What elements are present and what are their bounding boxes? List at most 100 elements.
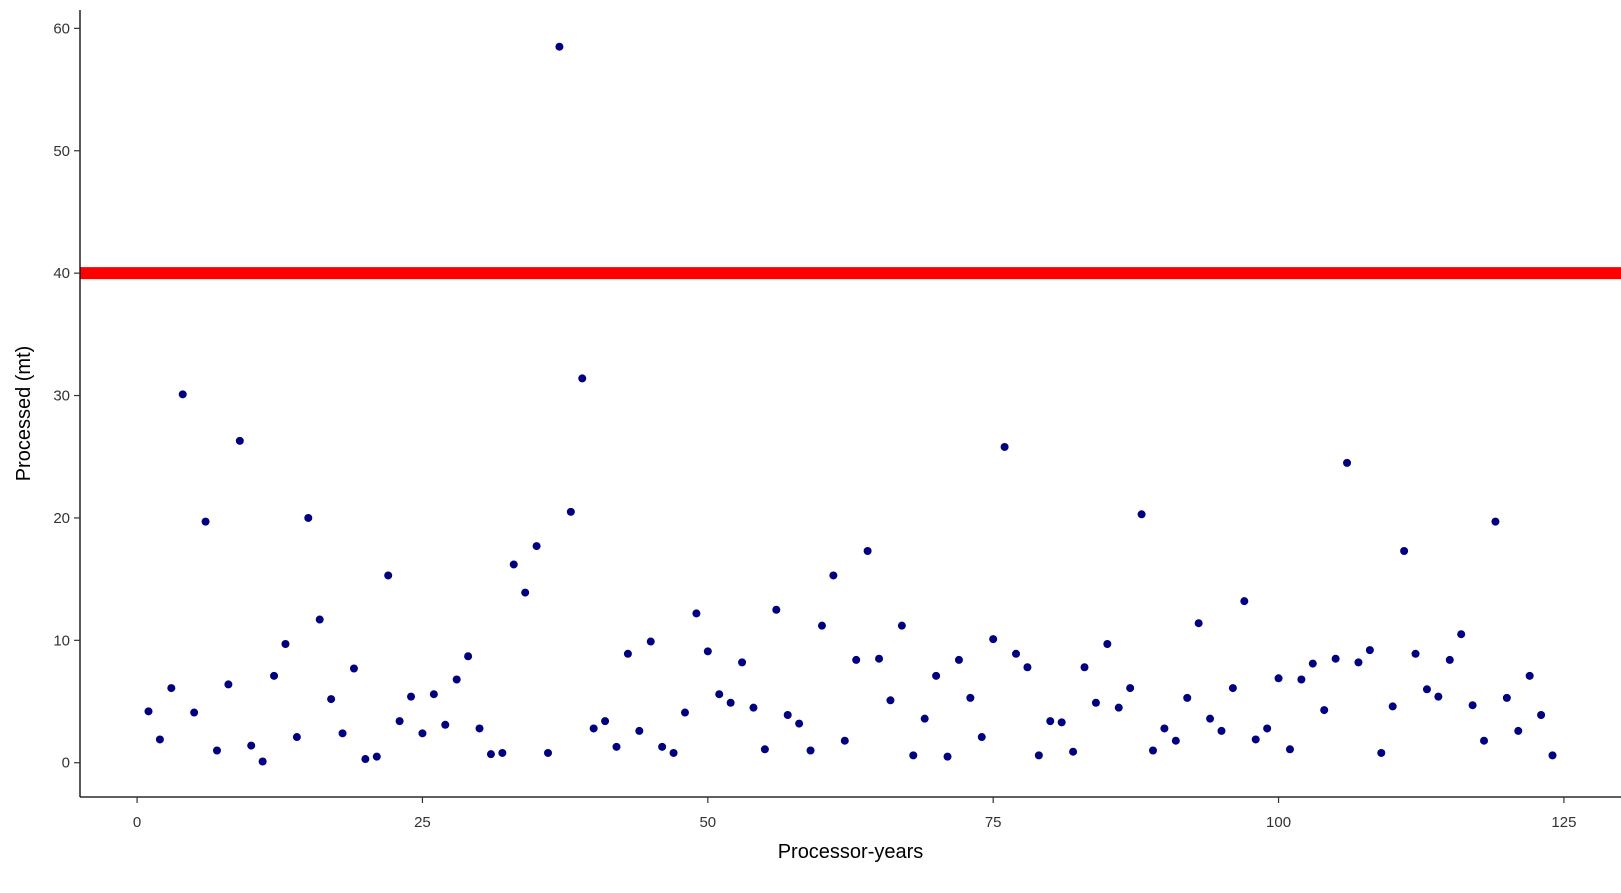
data-point — [1537, 710, 1546, 719]
data-point — [1525, 671, 1534, 680]
data-point — [920, 714, 929, 723]
data-point — [1263, 724, 1272, 733]
data-point — [1285, 745, 1294, 754]
data-point — [715, 690, 724, 699]
data-point — [1023, 663, 1032, 672]
data-point — [1422, 685, 1431, 694]
data-point — [441, 720, 450, 729]
data-point — [475, 724, 484, 733]
data-point — [418, 729, 427, 738]
data-point — [452, 675, 461, 684]
data-point — [692, 609, 701, 618]
data-point — [1000, 442, 1009, 451]
data-point — [1183, 693, 1192, 702]
data-point — [1320, 706, 1329, 715]
data-point — [623, 649, 632, 658]
x-tick-label: 75 — [985, 814, 1002, 831]
data-point — [1548, 751, 1557, 760]
data-point — [1411, 649, 1420, 658]
data-point — [1491, 517, 1500, 526]
data-point — [1137, 510, 1146, 519]
data-point — [144, 707, 153, 716]
data-point — [680, 708, 689, 717]
data-point — [658, 742, 667, 751]
data-point — [1502, 693, 1511, 702]
data-point — [738, 658, 747, 667]
y-tick-label: 30 — [53, 388, 70, 405]
data-point — [817, 621, 826, 630]
data-point — [155, 735, 164, 744]
x-tick-label: 50 — [699, 814, 716, 831]
y-tick-label: 0 — [62, 755, 70, 772]
data-point — [646, 637, 655, 646]
data-point — [1514, 726, 1523, 735]
data-point — [726, 698, 735, 707]
data-point — [1148, 746, 1157, 755]
data-point — [509, 560, 518, 569]
data-point — [932, 671, 941, 680]
data-point — [852, 655, 861, 664]
x-axis-title: Processor-years — [778, 841, 924, 863]
data-point — [281, 640, 290, 649]
data-point — [1091, 698, 1100, 707]
data-point — [212, 746, 221, 755]
data-point — [829, 571, 838, 580]
data-point — [840, 736, 849, 745]
data-point — [1445, 655, 1454, 664]
data-point — [795, 719, 804, 728]
data-point — [989, 635, 998, 644]
data-point — [669, 748, 678, 757]
data-point — [1057, 718, 1066, 727]
data-point — [521, 588, 530, 597]
data-point — [635, 726, 644, 735]
data-point — [1377, 748, 1386, 757]
data-point — [1114, 703, 1123, 712]
data-point — [1457, 630, 1466, 639]
data-point — [749, 703, 758, 712]
data-point — [1331, 654, 1340, 663]
data-point — [1354, 658, 1363, 667]
data-point — [190, 708, 199, 717]
y-tick-label: 50 — [53, 143, 70, 160]
x-tick-label: 125 — [1551, 814, 1576, 831]
data-point — [1297, 675, 1306, 684]
data-point — [235, 436, 244, 445]
y-tick-label: 60 — [53, 20, 70, 37]
data-point — [1217, 726, 1226, 735]
data-point — [1308, 659, 1317, 668]
data-point — [349, 664, 358, 673]
data-point — [875, 654, 884, 663]
data-point — [315, 615, 324, 624]
data-point — [486, 750, 495, 759]
data-point — [943, 752, 952, 761]
data-point — [292, 733, 301, 742]
y-tick-label: 10 — [53, 632, 70, 649]
data-point — [954, 655, 963, 664]
data-point — [1274, 674, 1283, 683]
data-point — [1400, 546, 1409, 555]
data-point — [407, 692, 416, 701]
x-tick-label: 25 — [414, 814, 431, 831]
data-point — [601, 717, 610, 726]
data-point — [1365, 646, 1374, 655]
data-point — [760, 745, 769, 754]
data-point — [1194, 619, 1203, 628]
data-point — [612, 742, 621, 751]
data-point — [544, 748, 553, 757]
data-point — [1046, 717, 1055, 726]
data-point — [1468, 701, 1477, 710]
data-point — [1343, 458, 1352, 467]
y-tick-label: 20 — [53, 510, 70, 527]
data-point — [1434, 692, 1443, 701]
data-point — [783, 710, 792, 719]
data-point — [555, 42, 564, 51]
y-axis-ticks: 0 10 20 30 40 50 60 — [53, 20, 80, 772]
data-point — [1251, 735, 1260, 744]
data-point — [977, 733, 986, 742]
data-point — [966, 693, 975, 702]
data-point — [338, 729, 347, 738]
data-point — [201, 517, 210, 526]
data-point — [897, 621, 906, 630]
y-tick-label: 40 — [53, 265, 70, 282]
